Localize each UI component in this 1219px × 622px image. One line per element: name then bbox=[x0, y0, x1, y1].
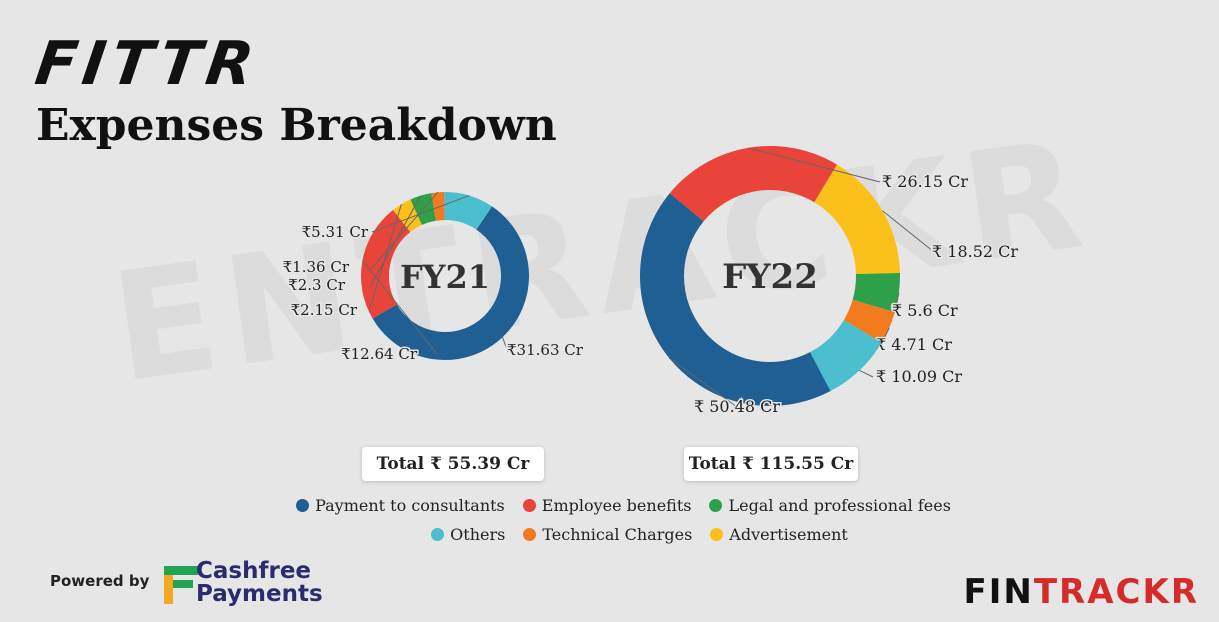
fintrackr-fin: FIN bbox=[963, 572, 1034, 612]
legend-swatch bbox=[296, 499, 310, 512]
page-title: Expenses Breakdown bbox=[36, 100, 557, 151]
slice-fy21-employee-benefits bbox=[361, 210, 411, 319]
leader-line bbox=[859, 369, 874, 378]
legend-item-others: Others bbox=[431, 525, 505, 544]
slice-fy21-payment-to-consultants bbox=[372, 206, 529, 360]
data-label: ₹ 18.52 Cr bbox=[932, 242, 1018, 261]
data-label: ₹ 26.15 Cr bbox=[882, 172, 968, 191]
leader-line bbox=[502, 337, 509, 353]
total-fy22: Total ₹ 115.55 Cr bbox=[684, 447, 858, 481]
legend-swatch bbox=[523, 528, 537, 541]
slice-fy22-legal-and-professional-fees bbox=[852, 273, 900, 313]
leader-line bbox=[369, 204, 402, 309]
leader-line bbox=[362, 260, 438, 355]
cashfree-logo-icon bbox=[164, 566, 198, 604]
legend-item-payment-to-consultants: Payment to consultants bbox=[296, 496, 505, 515]
leader-line bbox=[880, 327, 890, 346]
legend-item-legal-and-professional-fees: Legal and professional fees bbox=[709, 496, 951, 515]
legend-row-2: Others Technical Charges Advertisement bbox=[0, 525, 1219, 544]
leader-line bbox=[894, 292, 900, 313]
data-label: ₹ 5.6 Cr bbox=[892, 301, 958, 320]
slice-fy21-technical-charges bbox=[431, 192, 445, 221]
cashfree-line1: Cashfree bbox=[196, 558, 312, 584]
slice-fy22-technical-charges bbox=[843, 299, 895, 343]
cashfree-line2: Payments bbox=[196, 581, 323, 607]
legend-swatch bbox=[709, 499, 723, 512]
slice-fy22-payment-to-consultants bbox=[640, 193, 831, 406]
center-label: FY21 bbox=[400, 258, 490, 296]
legend-item-advertisement: Advertisement bbox=[710, 525, 848, 544]
legend-swatch bbox=[710, 528, 724, 541]
leader-line bbox=[668, 357, 738, 408]
legend-label: Others bbox=[450, 525, 506, 544]
cashfree-wordmark: Cashfree Payments bbox=[196, 560, 323, 606]
data-label: ₹5.31 Cr bbox=[302, 223, 369, 241]
fintrackr-trackr: TRACKR bbox=[1033, 572, 1199, 612]
leader-line bbox=[369, 191, 439, 271]
data-label: ₹ 10.09 Cr bbox=[876, 367, 962, 386]
legend-label: Legal and professional fees bbox=[728, 496, 951, 515]
legend-swatch bbox=[522, 499, 536, 512]
data-label: ₹ 50.48 Cr bbox=[694, 397, 780, 416]
leader-line bbox=[747, 147, 881, 183]
data-label: ₹12.64 Cr bbox=[341, 345, 418, 363]
legend-label: Advertisement bbox=[729, 525, 848, 544]
data-label: ₹2.3 Cr bbox=[288, 276, 346, 294]
powered-by-label: Powered by bbox=[50, 572, 150, 590]
data-label: ₹31.63 Cr bbox=[507, 341, 584, 359]
center-label: FY22 bbox=[722, 257, 818, 297]
leader-line bbox=[371, 195, 470, 233]
legend-swatch bbox=[431, 528, 445, 541]
leader-line bbox=[882, 210, 935, 253]
legend-row-1: Payment to consultants Employee benefits… bbox=[0, 496, 1219, 515]
slice-fy22-others bbox=[809, 319, 882, 392]
slice-fy22-advertisement bbox=[813, 164, 900, 275]
legend-item-employee-benefits: Employee benefits bbox=[522, 496, 692, 515]
slice-fy21-others bbox=[443, 192, 492, 230]
fintrackr-logo: FINTRACKR bbox=[963, 572, 1199, 612]
legend-label: Employee benefits bbox=[541, 496, 692, 515]
total-fy21: Total ₹ 55.39 Cr bbox=[362, 447, 544, 481]
legend-item-technical-charges: Technical Charges bbox=[523, 525, 692, 544]
data-label: ₹1.36 Cr bbox=[283, 258, 350, 276]
data-label: ₹ 4.71 Cr bbox=[876, 335, 952, 354]
slice-fy21-legal-and-professional-fees bbox=[410, 193, 437, 226]
legend-label: Technical Charges bbox=[542, 525, 693, 544]
legend-label: Payment to consultants bbox=[315, 496, 505, 515]
slice-fy22-employee-benefits bbox=[669, 146, 837, 222]
data-label: ₹2.15 Cr bbox=[291, 301, 358, 319]
